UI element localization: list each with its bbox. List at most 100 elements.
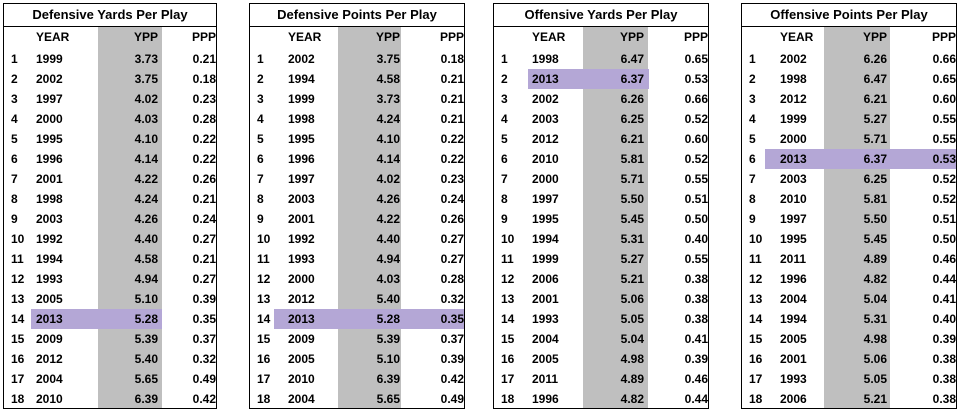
- ypp-cell: 4.24: [134, 192, 158, 206]
- table-row: 18 2006 5.21 0.38: [742, 389, 956, 408]
- header-ypp: YPP: [619, 30, 644, 44]
- rank-cell: 8: [501, 192, 508, 206]
- table-panel: Offensive Points Per Play YEAR YPP PPP 1 2002…: [741, 3, 957, 409]
- ppp-cell: 0.32: [192, 352, 216, 366]
- table-row: 1 2002 3.75 0.18: [250, 49, 464, 69]
- ppp-cell: 0.38: [684, 272, 708, 286]
- ypp-cell: 5.27: [620, 252, 644, 266]
- table-title: Offensive Yards Per Play: [494, 4, 708, 27]
- ypp-cell: 5.40: [134, 352, 158, 366]
- year-cell: 1996: [780, 272, 807, 286]
- rank-cell: 5: [11, 132, 18, 146]
- rank-cell: 14: [257, 312, 271, 326]
- highlight-bar: [31, 309, 162, 329]
- year-cell: 2005: [780, 332, 807, 346]
- table-row: 3 1997 4.02 0.23: [4, 89, 216, 109]
- ypp-cell: 6.37: [620, 72, 644, 86]
- table-row: 11 1994 4.58 0.21: [4, 249, 216, 269]
- table-row: 16 2012 5.40 0.32: [4, 349, 216, 369]
- ypp-cell: 5.04: [863, 292, 887, 306]
- year-cell: 2011: [532, 372, 559, 386]
- table-row: 16 2001 5.06 0.38: [742, 349, 956, 369]
- ppp-cell: 0.32: [440, 292, 464, 306]
- year-cell: 1994: [36, 252, 63, 266]
- table-row: 10 1992 4.40 0.27: [4, 229, 216, 249]
- ppp-cell: 0.37: [440, 332, 464, 346]
- rank-cell: 16: [11, 352, 25, 366]
- year-cell: 1999: [36, 52, 63, 66]
- rank-cell: 4: [257, 112, 264, 126]
- ypp-cell: 5.10: [134, 292, 158, 306]
- ppp-cell: 0.65: [932, 72, 956, 86]
- rank-cell: 6: [501, 152, 508, 166]
- table-row: 18 1996 4.82 0.44: [494, 389, 708, 408]
- table-row: 10 1995 5.45 0.50: [742, 229, 956, 249]
- table-row: 8 1997 5.50 0.51: [494, 189, 708, 209]
- ypp-cell: 4.58: [376, 72, 400, 86]
- ppp-cell: 0.42: [440, 372, 464, 386]
- rank-cell: 6: [11, 152, 18, 166]
- year-cell: 2000: [36, 112, 63, 126]
- ppp-cell: 0.38: [684, 292, 708, 306]
- ypp-cell: 3.73: [134, 52, 158, 66]
- ypp-cell: 4.98: [863, 332, 887, 346]
- rank-cell: 6: [749, 152, 756, 166]
- ppp-cell: 0.37: [192, 332, 216, 346]
- year-cell: 1997: [532, 192, 559, 206]
- year-cell: 2009: [36, 332, 63, 346]
- ypp-cell: 5.21: [620, 272, 644, 286]
- ypp-cell: 5.65: [376, 392, 400, 406]
- ppp-cell: 0.42: [192, 392, 216, 406]
- ypp-cell: 5.21: [863, 392, 887, 406]
- ypp-column-shading: [583, 27, 648, 408]
- ypp-cell: 6.25: [863, 172, 887, 186]
- year-cell: 2001: [288, 212, 315, 226]
- rank-cell: 18: [11, 392, 25, 406]
- ppp-cell: 0.40: [684, 232, 708, 246]
- rank-cell: 8: [257, 192, 264, 206]
- ppp-cell: 0.18: [440, 52, 464, 66]
- ypp-cell: 4.40: [376, 232, 400, 246]
- ypp-cell: 4.58: [134, 252, 158, 266]
- rank-cell: 12: [257, 272, 271, 286]
- ypp-column-shading: [98, 27, 162, 408]
- ppp-cell: 0.52: [932, 192, 956, 206]
- table-row: 5 1995 4.10 0.22: [4, 129, 216, 149]
- table-row: 12 2000 4.03 0.28: [250, 269, 464, 289]
- rank-cell: 4: [749, 112, 756, 126]
- rank-cell: 1: [257, 52, 264, 66]
- rank-cell: 3: [11, 92, 18, 106]
- rank-cell: 5: [749, 132, 756, 146]
- ppp-cell: 0.50: [684, 212, 708, 226]
- year-cell: 2005: [532, 352, 559, 366]
- ppp-cell: 0.55: [932, 112, 956, 126]
- table-row: 2 2002 3.75 0.18: [4, 69, 216, 89]
- table-row: 11 2011 4.89 0.46: [742, 249, 956, 269]
- table-row: 15 2009 5.39 0.37: [250, 329, 464, 349]
- rank-cell: 9: [11, 212, 18, 226]
- ypp-cell: 5.45: [620, 212, 644, 226]
- rank-cell: 12: [749, 272, 763, 286]
- rank-cell: 4: [501, 112, 508, 126]
- ppp-cell: 0.21: [440, 92, 464, 106]
- ypp-column-shading: [338, 27, 401, 408]
- ypp-cell: 4.40: [134, 232, 158, 246]
- ppp-cell: 0.39: [684, 352, 708, 366]
- ppp-cell: 0.38: [932, 352, 956, 366]
- ppp-cell: 0.26: [440, 212, 464, 226]
- ypp-cell: 4.22: [376, 212, 400, 226]
- ypp-cell: 5.06: [620, 292, 644, 306]
- table-row: 5 2012 6.21 0.60: [494, 129, 708, 149]
- rank-cell: 10: [257, 232, 271, 246]
- table-row: 18 2010 6.39 0.42: [4, 389, 216, 408]
- rank-cell: 1: [749, 52, 756, 66]
- year-cell: 2005: [36, 292, 63, 306]
- ypp-cell: 5.31: [620, 232, 644, 246]
- table-row-highlighted: 14 2013 5.28 0.35: [4, 309, 216, 329]
- table-row: 9 1997 5.50 0.51: [742, 209, 956, 229]
- rank-cell: 7: [11, 172, 18, 186]
- ppp-cell: 0.51: [684, 192, 708, 206]
- rank-cell: 2: [501, 72, 508, 86]
- table-row: 7 2003 6.25 0.52: [742, 169, 956, 189]
- header-ypp: YPP: [375, 30, 400, 44]
